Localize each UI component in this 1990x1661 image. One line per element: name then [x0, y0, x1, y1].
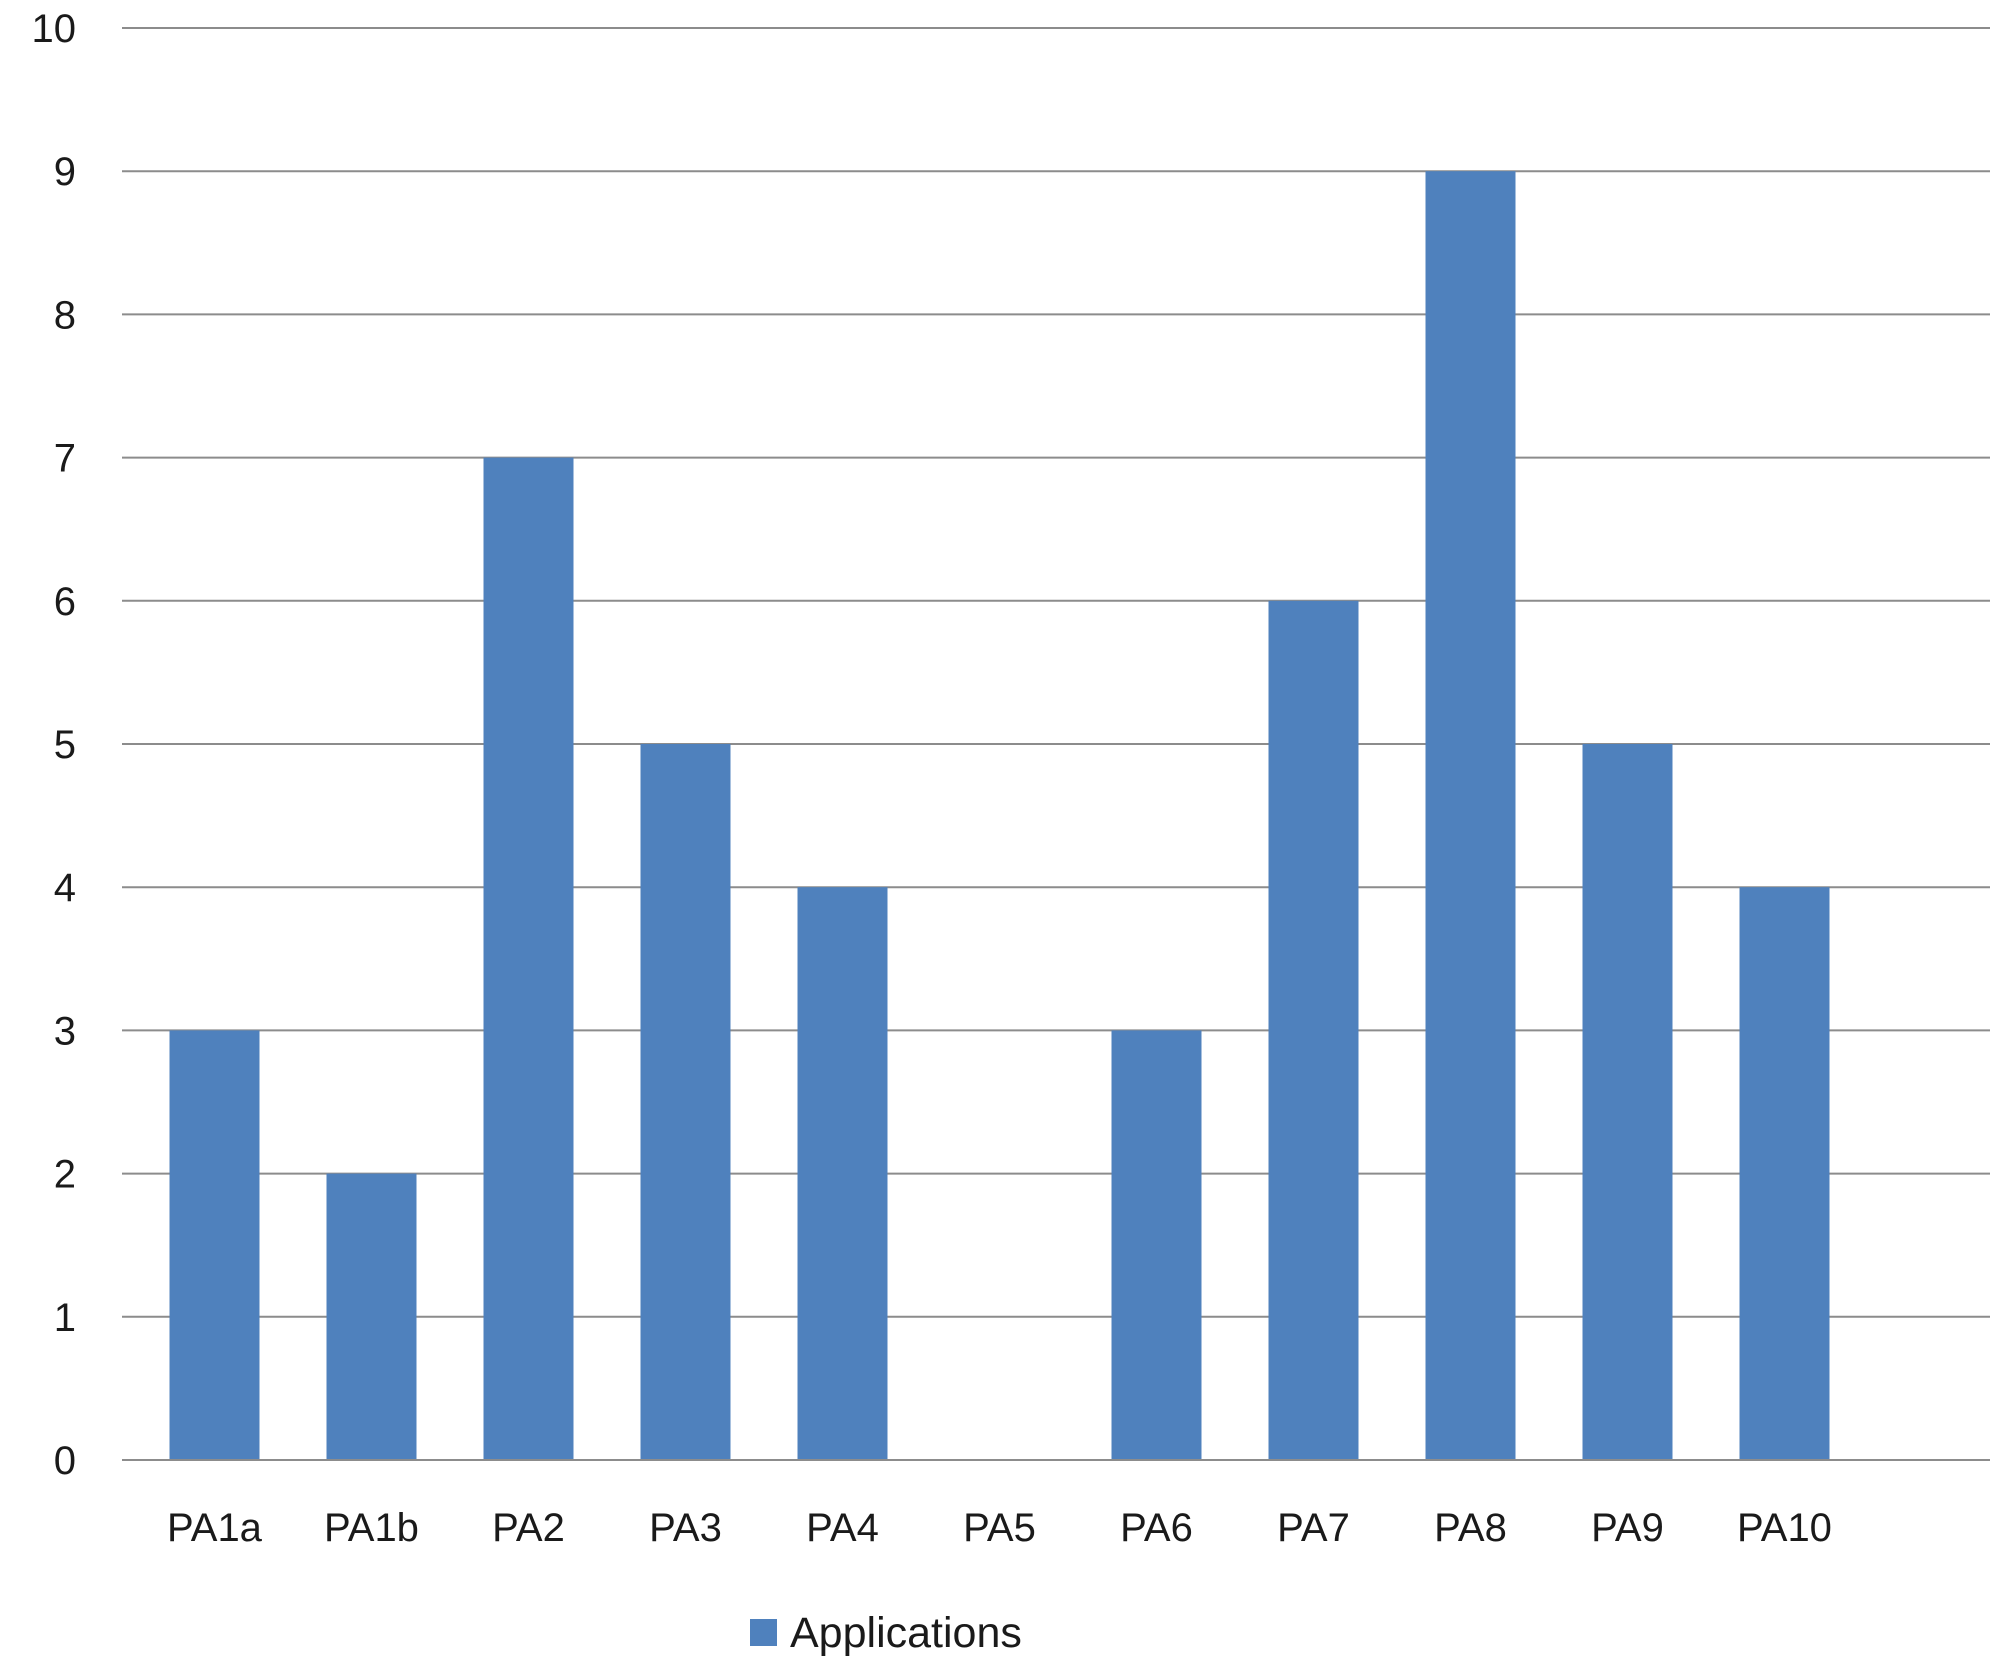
y-tick-label-10: 10: [32, 7, 77, 51]
x-tick-label-pa3: PA3: [649, 1506, 722, 1550]
y-tick-label-9: 9: [54, 150, 76, 194]
x-tick-label-pa2: PA2: [492, 1506, 565, 1550]
y-tick-label-2: 2: [54, 1153, 76, 1197]
x-tick-label-pa6: PA6: [1120, 1506, 1193, 1550]
x-tick-label-pa7: PA7: [1277, 1506, 1350, 1550]
bars: [169, 171, 1830, 1461]
bar-pa9: [1582, 744, 1673, 1460]
y-tick-label-7: 7: [54, 437, 76, 481]
x-tick-label-pa5: PA5: [963, 1506, 1036, 1550]
y-tick-label-6: 6: [54, 580, 76, 624]
bar-pa1a: [169, 1030, 260, 1460]
x-axis-category-labels: PA1a PA1b PA2 PA3 PA4 PA5 PA6 PA7 PA8 PA9 PA10: [167, 1506, 1832, 1550]
bar-pa3: [640, 744, 731, 1460]
x-tick-label-pa10: PA10: [1737, 1506, 1832, 1550]
bar-pa6: [1111, 1030, 1202, 1460]
y-tick-label-1: 1: [54, 1296, 76, 1340]
legend-swatch-applications: [750, 1619, 777, 1646]
x-tick-label-pa1a: PA1a: [167, 1506, 263, 1550]
y-tick-label-4: 4: [54, 866, 76, 910]
bar-pa2: [483, 457, 574, 1461]
bar-pa10: [1739, 887, 1830, 1460]
y-tick-label-5: 5: [54, 723, 76, 767]
x-tick-label-pa8: PA8: [1434, 1506, 1507, 1550]
x-tick-label-pa4: PA4: [806, 1506, 879, 1550]
bar-pa4: [797, 887, 888, 1460]
bar-pa1b: [326, 1173, 417, 1460]
legend-label-applications: Applications: [790, 1609, 1022, 1657]
legend: Applications: [750, 1609, 1022, 1657]
x-tick-label-pa9: PA9: [1591, 1506, 1664, 1550]
bar-pa7: [1268, 600, 1359, 1460]
y-tick-label-3: 3: [54, 1009, 76, 1053]
y-tick-label-0: 0: [54, 1439, 76, 1483]
bar-pa8: [1425, 171, 1516, 1461]
y-axis-tick-labels: 0 1 2 3 4 5 6 7 8 9 10: [32, 7, 77, 1483]
y-tick-label-8: 8: [54, 293, 76, 337]
x-tick-label-pa1b: PA1b: [324, 1506, 419, 1550]
gridlines: [122, 27, 1990, 1318]
